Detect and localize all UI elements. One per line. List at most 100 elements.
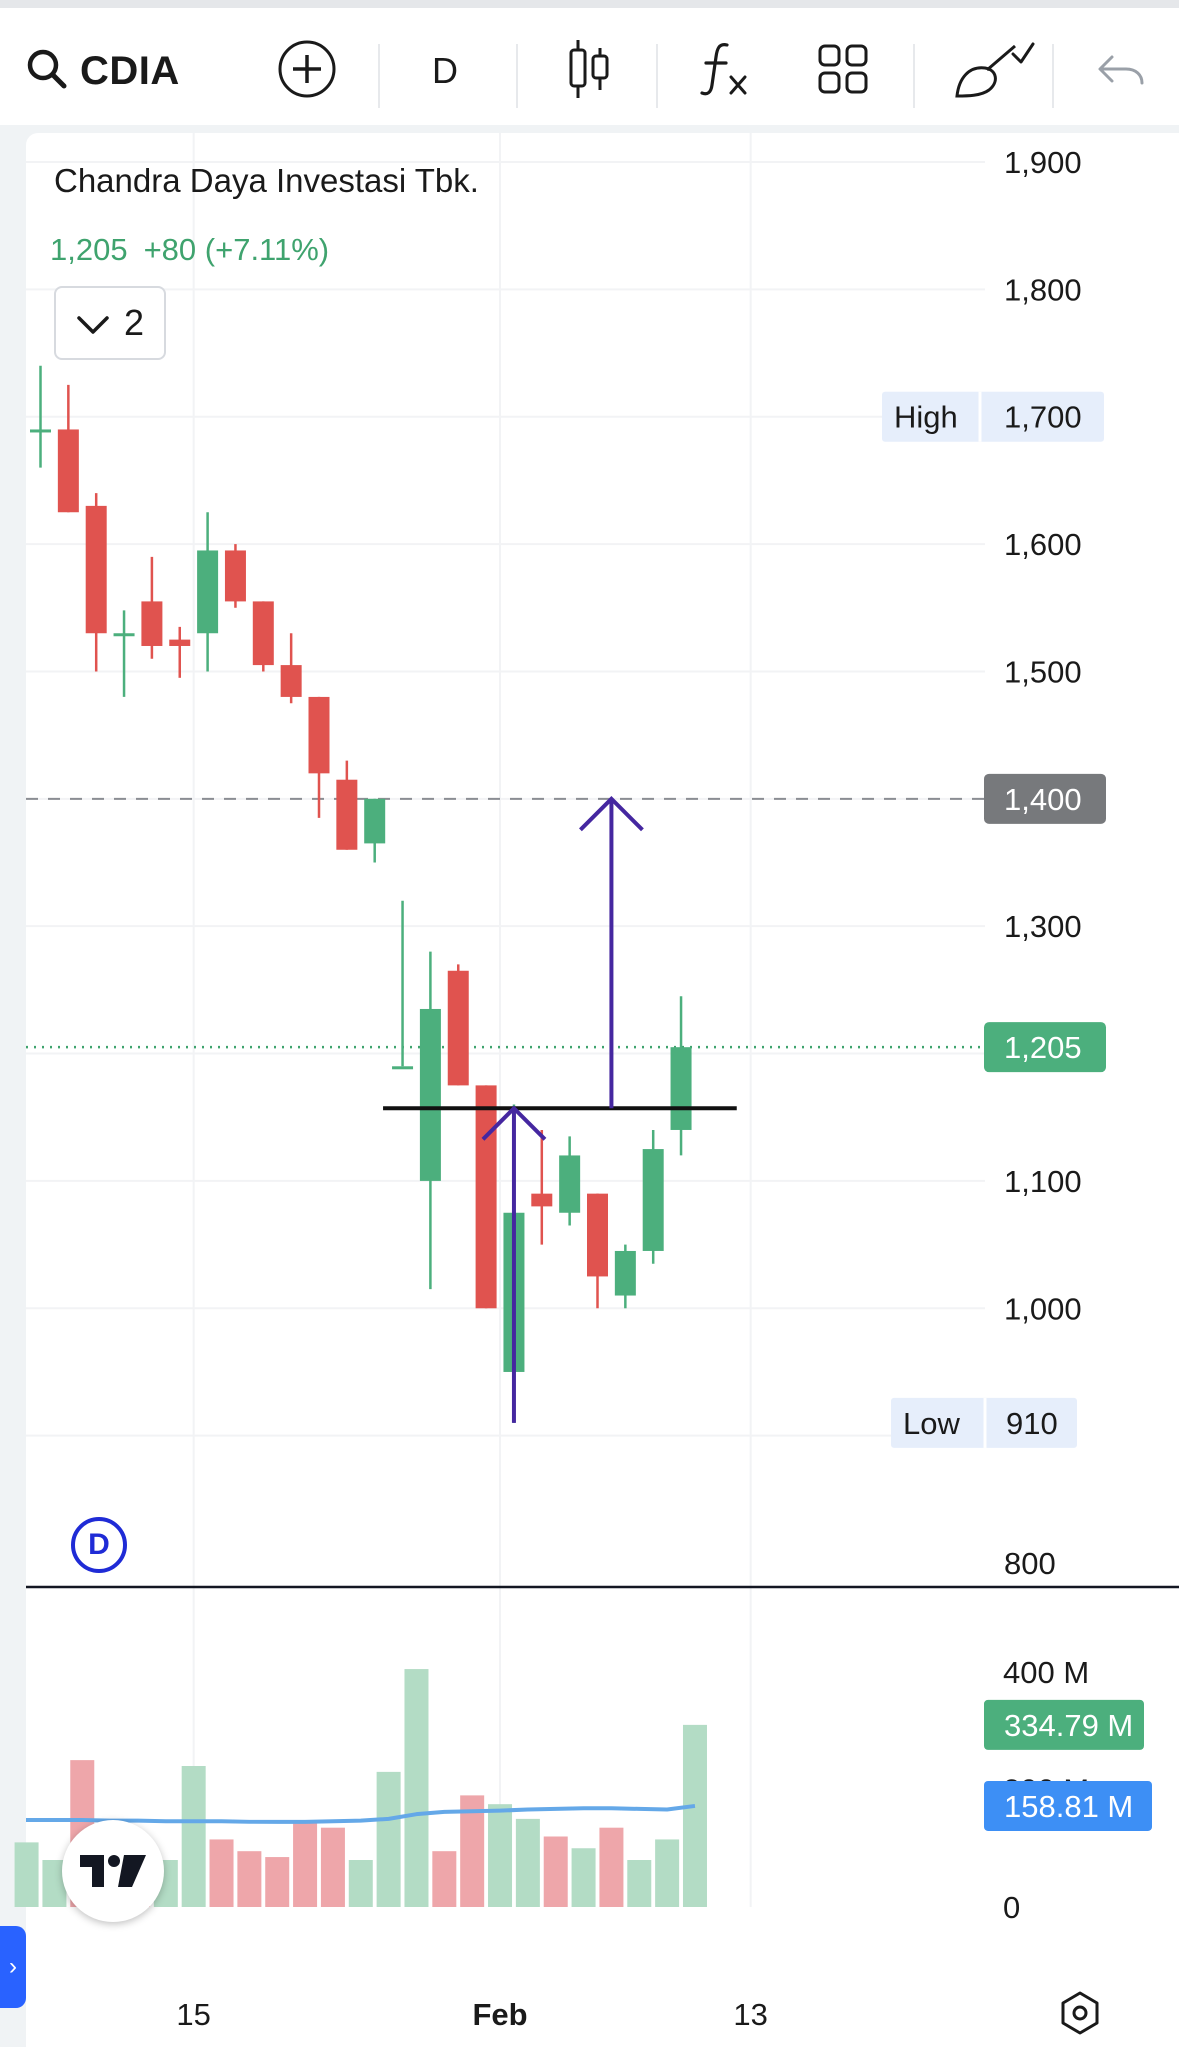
candle [670,996,692,1156]
candle-body [642,1149,664,1251]
drawing-tools-button[interactable] [944,16,1044,126]
undo-button[interactable] [1086,16,1156,126]
candle [224,544,246,608]
alert-price-text: 1,400 [1004,782,1082,817]
price-tick-label: 1,500 [1004,654,1082,689]
volume-tick-label: 0 [1003,1890,1020,1925]
candle-body [113,633,135,637]
volume-tick-label: 400 M [1003,1655,1089,1690]
volume-bar [404,1669,429,1907]
extreme-label-tag: Low [903,1406,960,1441]
settings-hexagon-icon [1061,1991,1099,2035]
candle-body [587,1193,608,1277]
volume-bar [432,1851,457,1907]
indicators-button[interactable] [692,16,758,126]
price-tick-label: 1,800 [1004,272,1082,307]
candles-icon [567,38,611,105]
volume-bar [488,1804,513,1907]
price-tick-label: 800 [1004,1546,1056,1581]
drawing-brush-icon [953,38,1035,105]
dividend-marker[interactable]: D [71,1517,127,1573]
volume-bar [515,1818,540,1907]
candle-body [308,696,330,774]
chevron-down-icon [76,302,110,344]
time-tick-label: 13 [733,1997,767,2032]
candle [280,633,302,704]
candles-series [30,365,692,1423]
add-symbol-button[interactable] [274,16,340,126]
volume-bar [293,1821,318,1907]
tradingview-logo[interactable] [62,1820,164,1922]
volume-bar [14,1842,39,1907]
indicators-fx-icon [697,39,753,104]
price-tick-label: 1,000 [1004,1291,1082,1326]
chart-settings-button[interactable] [1054,1987,1106,2039]
legend-last-price: 1,205 [50,232,128,267]
candle-body [364,798,386,844]
candle [475,1085,497,1309]
collapse-indicators-button[interactable]: 2 [54,286,166,360]
candle [419,951,441,1290]
volume-bar [571,1848,596,1907]
chevron-right-icon: › [9,1953,17,1980]
candle-body [224,550,246,602]
price-tick-label: 1,600 [1004,527,1082,562]
legend-price-row: 1,205 +80 (+7.11%) [50,232,345,268]
extreme-label-bg [882,391,1104,442]
volume-bar [320,1827,345,1907]
volume-bar [348,1860,373,1907]
layouts-button[interactable] [810,16,876,126]
symbol-search-button[interactable]: CDIA [24,16,194,126]
toolbar-divider [1052,44,1054,108]
candle [587,1193,608,1309]
candle [364,798,386,863]
candle-body [57,429,79,513]
volume-bar [265,1857,290,1907]
arrow-drawing [579,795,644,1109]
candle-body [197,550,219,634]
candle [197,512,219,672]
chart-type-button[interactable] [556,16,622,126]
candle [642,1129,664,1264]
candle [559,1136,581,1226]
time-axis: 15 Feb 13 [176,1997,767,2032]
price-axis: 1,900 1,800 1,700 1,600 1,500 1,400 1,300 1,100… [1004,145,1082,1581]
candle [252,601,274,672]
toolbar-divider [516,44,518,108]
toolbar-divider [378,44,380,108]
candle-body [447,970,469,1086]
top-toolbar: CDIA D [0,0,1179,125]
search-icon [24,46,70,97]
volume-last-label: 334.79 M [1004,1708,1133,1743]
volume-bar [599,1827,624,1907]
volume-bar [655,1839,680,1907]
logo-icon [80,1855,146,1887]
toolbar-divider [656,44,658,108]
price-tick-label: 1,100 [1004,1164,1082,1199]
candle [141,556,163,659]
candle-body [531,1193,553,1207]
candle [392,900,414,1070]
volume-bar [543,1836,568,1907]
candle [57,384,79,513]
volume-bar [627,1860,652,1907]
gridlines [26,133,985,1907]
interval-button[interactable]: D [432,50,458,91]
indicator-count: 2 [123,302,145,343]
price-label: High 1,700 [882,391,1104,442]
add-circle-icon [277,39,337,104]
candle-body [336,779,358,850]
candle-body [252,601,274,666]
legend-change: +80 (+7.11%) [143,232,330,267]
volume-ma-line [24,1803,696,1824]
undo-icon [1096,49,1146,94]
candle [169,626,191,678]
volume-bar [181,1766,206,1907]
candle-body [169,639,191,646]
candle-body [614,1250,636,1296]
candle [30,365,51,468]
expand-sidebar-button[interactable]: › [0,1926,26,2008]
candle [614,1244,636,1309]
candle [308,696,330,818]
